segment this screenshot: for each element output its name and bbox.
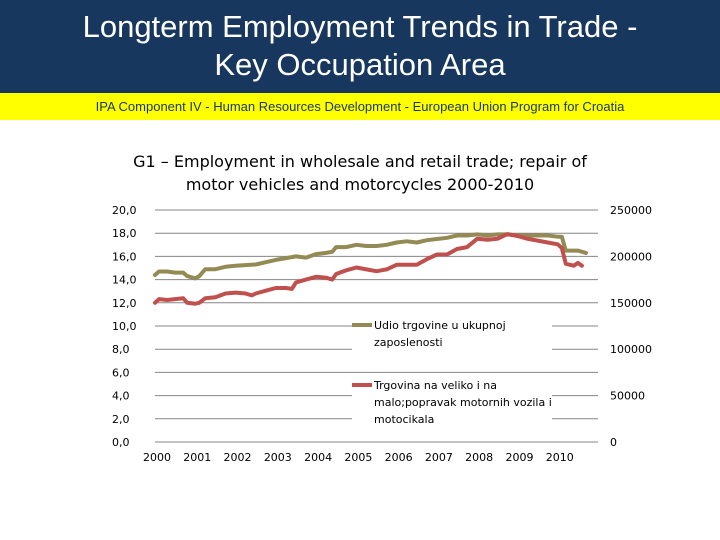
y-left-tick-label: 8,0 xyxy=(112,343,130,356)
y-left-tick-label: 6,0 xyxy=(112,366,130,379)
x-tick-label: 2005 xyxy=(344,451,372,464)
y-right-tick-label: 250000 xyxy=(610,204,652,217)
y-left-tick-label: 12,0 xyxy=(112,297,137,310)
chart-title: G1 – Employment in wholesale and retail … xyxy=(100,150,620,196)
program-band: IPA Component IV - Human Resources Devel… xyxy=(0,93,720,120)
slide-header: Longterm Employment Trends in Trade - Ke… xyxy=(0,0,720,93)
chart-title-line2: motor vehicles and motorcycles 2000-2010 xyxy=(185,175,535,194)
y-left-tick-label: 2,0 xyxy=(112,413,130,426)
legend-item-bg xyxy=(352,314,552,352)
x-tick-label: 2001 xyxy=(183,451,211,464)
legend-label: motocikala xyxy=(374,413,434,426)
y-left-axis: 20,0 18,0 16,0 14,0 12,0 10,0 8,0 6,0 4,0 2,0 0,0 xyxy=(112,204,137,449)
x-tick-label: 2007 xyxy=(425,451,453,464)
y-left-tick-label: 16,0 xyxy=(112,250,137,263)
y-left-tick-label: 20,0 xyxy=(112,204,137,217)
legend-label: zaposlenosti xyxy=(374,336,443,349)
legend-item-bg xyxy=(352,374,552,429)
x-tick-label: 2004 xyxy=(304,451,332,464)
y-right-tick-label: 150000 xyxy=(610,297,652,310)
chart-legend: Udio trgovine u ukupnoj zaposlenosti Trgov… xyxy=(352,314,552,429)
slide-title-line2: Key Occupation Area xyxy=(214,47,506,82)
series-line-2 xyxy=(153,232,584,306)
y-left-tick-label: 0,0 xyxy=(112,436,130,449)
program-subtitle: IPA Component IV - Human Resources Devel… xyxy=(95,99,625,114)
chart-series xyxy=(153,232,588,306)
y-right-tick-label: 50000 xyxy=(610,390,645,403)
chart-title-line1: G1 – Employment in wholesale and retail … xyxy=(133,152,587,171)
x-axis: 2000 2001 2002 2003 2004 2005 2006 2007 2008 2009… xyxy=(143,451,574,464)
x-tick-label: 2002 xyxy=(224,451,252,464)
y-right-axis: 250000 200000 150000 100000 50000 0 xyxy=(610,204,652,449)
y-left-tick-label: 10,0 xyxy=(112,320,137,333)
x-tick-label: 2008 xyxy=(465,451,493,464)
y-left-tick-label: 18,0 xyxy=(112,227,137,240)
legend-label: Udio trgovine u ukupnoj xyxy=(374,319,506,332)
y-right-tick-label: 0 xyxy=(610,436,617,449)
slide-title-line1: Longterm Employment Trends in Trade - xyxy=(82,9,638,44)
x-tick-label: 2006 xyxy=(385,451,413,464)
y-left-tick-label: 14,0 xyxy=(112,274,137,287)
legend-label: Trgovina na veliko i na xyxy=(373,379,497,392)
legend-label: malo;popravak motornih vozila i xyxy=(374,396,552,409)
y-right-tick-label: 100000 xyxy=(610,343,652,356)
x-tick-label: 2003 xyxy=(264,451,292,464)
x-tick-label: 2000 xyxy=(143,451,171,464)
x-tick-label: 2010 xyxy=(546,451,574,464)
y-right-tick-label: 200000 xyxy=(610,250,652,263)
y-left-tick-label: 4,0 xyxy=(112,390,130,403)
slide-title: Longterm Employment Trends in Trade - Ke… xyxy=(0,0,720,84)
x-tick-label: 2009 xyxy=(505,451,533,464)
